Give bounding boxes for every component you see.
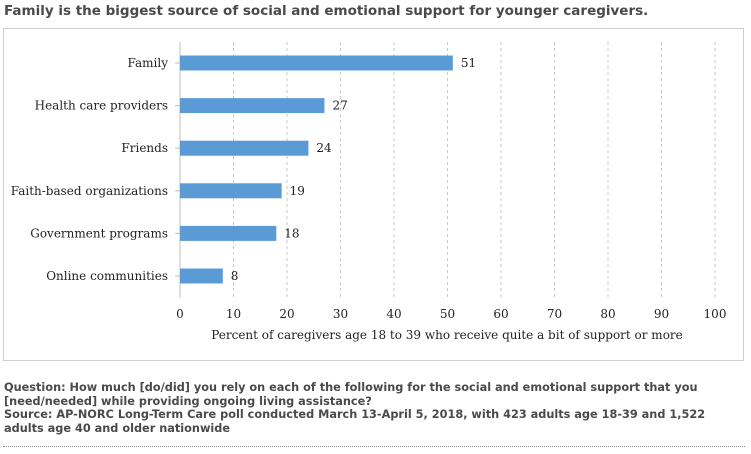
bars [180,55,453,284]
chart-frame [3,28,744,361]
bar [180,183,282,199]
x-tick-label: 0 [176,307,184,321]
data-label: 51 [461,56,476,70]
data-label: 18 [284,226,299,240]
category-label: Online communities [46,269,168,283]
x-tick-label: 90 [654,307,669,321]
gridlines [233,42,716,298]
category-label: Faith-based organizations [11,184,168,198]
footnotes: Question: How much [do/did] you rely on … [4,381,748,435]
x-axis-title: Percent of caregivers age 18 to 39 who r… [211,328,683,342]
data-label: 8 [231,269,239,283]
x-tick-label: 60 [493,307,508,321]
data-label: 27 [332,99,347,113]
category-label: Health care providers [35,99,168,113]
category-label: Family [128,56,169,70]
question-note: Question: How much [do/did] you rely on … [4,381,698,408]
y-axis [175,42,181,298]
bar [180,225,277,241]
bar [180,140,309,156]
source-note: Source: AP-NORC Long-Term Care poll cond… [4,408,706,435]
x-tick-label: 50 [440,307,455,321]
category-label: Government programs [30,226,168,240]
x-tick-label: 40 [386,307,401,321]
category-label: Friends [121,141,168,155]
x-tick-label: 30 [333,307,348,321]
x-tick-label: 70 [547,307,562,321]
x-tick-label: 20 [279,307,294,321]
bar [180,268,223,284]
data-label: 24 [316,141,332,155]
data-label: 19 [290,184,305,198]
x-tick-label: 80 [600,307,615,321]
bottom-divider [3,446,745,447]
bar [180,98,325,114]
chart-title: Family is the biggest source of social a… [4,3,649,19]
labels: 0 10 20 30 40 50 60 70 80 90 100 Family 51 Health car… [11,56,727,321]
x-tick-label: 10 [226,307,241,321]
x-tick-label: 100 [704,307,727,321]
bar [180,55,453,71]
